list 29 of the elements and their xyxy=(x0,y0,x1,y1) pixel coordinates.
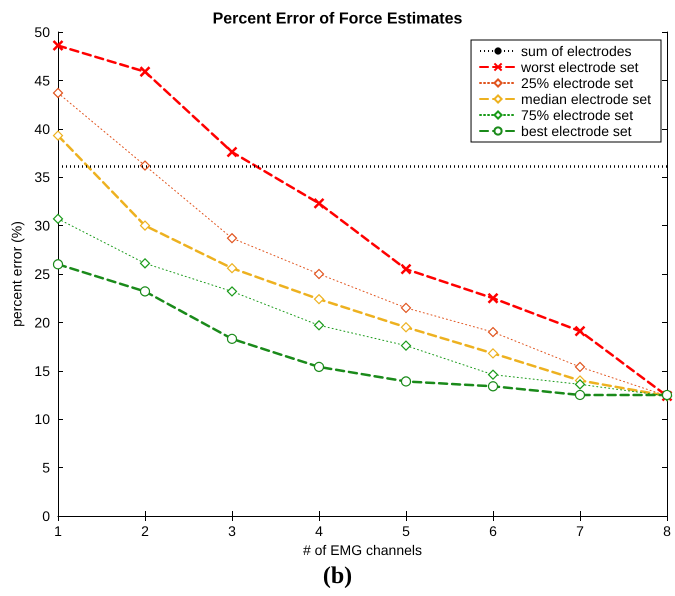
x-tick-label: 8 xyxy=(663,523,672,539)
legend-label: worst electrode set xyxy=(520,59,639,75)
y-tick-label: 20 xyxy=(34,314,50,330)
x-tick-label: 6 xyxy=(489,523,498,539)
y-tick-label: 30 xyxy=(34,218,50,234)
x-tick-label: 7 xyxy=(576,523,584,539)
chart-title: Percent Error of Force Estimates xyxy=(212,10,463,28)
text: (b) xyxy=(322,563,352,589)
x-tick-label: 3 xyxy=(228,523,236,539)
x-tick-label: 1 xyxy=(54,523,62,539)
y-tick-label: 45 xyxy=(34,72,50,88)
x-tick-label: 2 xyxy=(141,523,150,539)
legend-label: sum of electrodes xyxy=(521,43,632,59)
y-tick-label: 10 xyxy=(34,411,50,428)
x-axis-title: # of EMG channels xyxy=(302,542,422,558)
y-axis-title: percent error (%) xyxy=(8,221,25,327)
x-tick-label: 4 xyxy=(315,523,324,539)
y-tick-label: 40 xyxy=(34,120,50,137)
legend-label: median electrode set xyxy=(521,91,652,107)
y-tick-label: 25 xyxy=(34,266,50,282)
legend-label: 75% electrode set xyxy=(521,107,634,123)
x-tick-label: 5 xyxy=(402,523,410,539)
legend-label: 25% electrode set xyxy=(521,75,634,91)
y-tick-label: 0 xyxy=(42,508,50,524)
y-tick-label: 15 xyxy=(34,362,50,379)
y-tick-label: 35 xyxy=(34,169,50,186)
y-tick-label: 5 xyxy=(42,460,50,476)
legend-label: best electrode set xyxy=(521,123,632,139)
y-tick-label: 50 xyxy=(34,24,50,40)
